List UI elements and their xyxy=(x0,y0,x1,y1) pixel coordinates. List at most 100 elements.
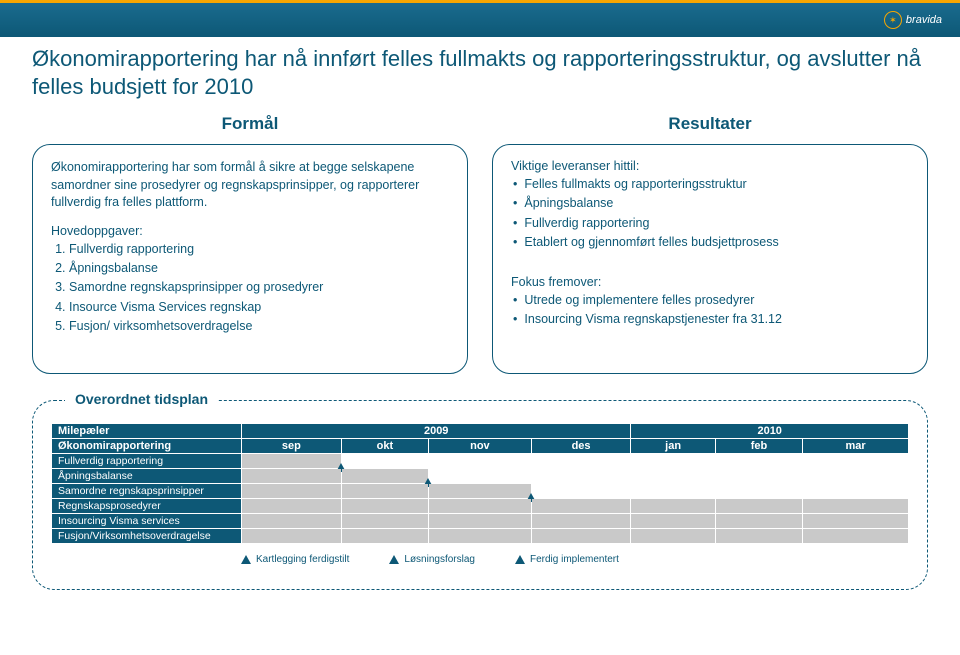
gantt-row-label: Åpningsbalanse xyxy=(52,469,242,484)
gantt-cell xyxy=(429,514,532,529)
gantt-cell xyxy=(341,499,428,514)
delivered-list: Felles fullmakts og rapporteringsstruktu… xyxy=(511,175,909,253)
gantt-cell xyxy=(631,454,715,469)
gantt-month: sep xyxy=(242,439,342,454)
gantt-cell xyxy=(531,469,631,484)
gantt-cell xyxy=(715,529,802,544)
gantt-cell xyxy=(531,454,631,469)
gantt-row-label: Insourcing Visma services xyxy=(52,514,242,529)
page-title: Økonomirapportering har nå innført felle… xyxy=(32,45,928,100)
gantt-cell xyxy=(429,469,532,484)
gantt-month: feb xyxy=(715,439,802,454)
task-item: Samordne regnskapsprinsipper og prosedyr… xyxy=(69,278,449,297)
delivered-item: Felles fullmakts og rapporteringsstruktu… xyxy=(513,175,909,194)
gantt-cell xyxy=(803,484,909,499)
delivered-label: Viktige leveranser hittil: xyxy=(511,159,909,173)
gantt-header-left-sub: Økonomirapportering xyxy=(52,439,242,454)
gantt-month: okt xyxy=(341,439,428,454)
gantt-cell xyxy=(242,514,342,529)
gantt-cell xyxy=(242,484,342,499)
tasks-list: Fullverdig rapportering Åpningsbalanse S… xyxy=(51,240,449,337)
legend-label: Ferdig implementert xyxy=(530,554,619,565)
purpose-intro: Økonomirapportering har som formål å sik… xyxy=(51,159,449,212)
legend-label: Løsningsforslag xyxy=(404,554,475,565)
delivered-item: Etablert og gjennomført felles budsjettp… xyxy=(513,233,909,252)
gantt-cell xyxy=(631,499,715,514)
gantt-cell xyxy=(242,529,342,544)
focus-label: Fokus fremover: xyxy=(511,275,909,289)
gantt-cell xyxy=(803,499,909,514)
header-bar: ✶ bravida xyxy=(0,3,960,37)
task-item: Åpningsbalanse xyxy=(69,259,449,278)
legend-item: Løsningsforslag xyxy=(389,554,475,565)
delivered-item: Åpningsbalanse xyxy=(513,194,909,213)
delivered-item: Fullverdig rapportering xyxy=(513,214,909,233)
gantt-month: des xyxy=(531,439,631,454)
content-area: Økonomirapportering har nå innført felle… xyxy=(0,37,960,374)
gantt-year: 2010 xyxy=(631,424,909,439)
gantt-cell xyxy=(531,529,631,544)
triangle-icon xyxy=(241,555,251,564)
legend-item: Ferdig implementert xyxy=(515,554,619,565)
right-column: Resultater Viktige leveranser hittil: Fe… xyxy=(492,114,928,374)
gantt-cell xyxy=(803,469,909,484)
timeline-card: Overordnet tidsplan Milepæler20092010Øko… xyxy=(32,400,928,590)
gantt-cell xyxy=(531,514,631,529)
brand-name: bravida xyxy=(906,14,942,26)
gantt-row-label: Fullverdig rapportering xyxy=(52,454,242,469)
timeline-legend: Kartlegging ferdigstilt Løsningsforslag … xyxy=(51,554,909,565)
gantt-cell xyxy=(803,529,909,544)
left-column: Formål Økonomirapportering har som formå… xyxy=(32,114,468,374)
gantt-cell xyxy=(631,469,715,484)
right-heading: Resultater xyxy=(492,114,928,134)
gantt-cell xyxy=(715,454,802,469)
gantt-cell xyxy=(341,469,428,484)
gantt-cell xyxy=(715,514,802,529)
gantt-table: Milepæler20092010 Økonomirapporteringsepo… xyxy=(51,423,909,544)
task-item: Fullverdig rapportering xyxy=(69,240,449,259)
gantt-row-label: Regnskapsprosedyrer xyxy=(52,499,242,514)
gantt-cell xyxy=(631,484,715,499)
two-column-layout: Formål Økonomirapportering har som formå… xyxy=(32,114,928,374)
gantt-year: 2009 xyxy=(242,424,631,439)
gantt-cell xyxy=(341,454,428,469)
gantt-cell xyxy=(341,529,428,544)
gantt-cell xyxy=(803,454,909,469)
gantt-cell xyxy=(341,484,428,499)
gantt-header-left-top: Milepæler xyxy=(52,424,242,439)
gantt-cell xyxy=(631,529,715,544)
task-item: Fusjon/ virksomhetsoverdragelse xyxy=(69,317,449,336)
tasks-label: Hovedoppgaver: xyxy=(51,224,449,238)
gantt-cell xyxy=(715,499,802,514)
gantt-cell xyxy=(715,469,802,484)
gantt-cell xyxy=(429,499,532,514)
gantt-month: jan xyxy=(631,439,715,454)
gantt-cell xyxy=(242,469,342,484)
gantt-cell xyxy=(341,514,428,529)
left-heading: Formål xyxy=(32,114,468,134)
gantt-cell xyxy=(429,454,532,469)
timeline-inner: Milepæler20092010 Økonomirapporteringsepo… xyxy=(51,423,909,565)
legend-label: Kartlegging ferdigstilt xyxy=(256,554,349,565)
gantt-cell xyxy=(715,484,802,499)
purpose-card: Økonomirapportering har som formål å sik… xyxy=(32,144,468,374)
gantt-cell xyxy=(429,529,532,544)
gantt-cell xyxy=(631,514,715,529)
results-card: Viktige leveranser hittil: Felles fullma… xyxy=(492,144,928,374)
gantt-cell xyxy=(531,484,631,499)
gantt-row-label: Samordne regnskapsprinsipper xyxy=(52,484,242,499)
gantt-cell xyxy=(242,454,342,469)
focus-list: Utrede og implementere felles prosedyrer… xyxy=(511,291,909,330)
focus-item: Insourcing Visma regnskapstjenester fra … xyxy=(513,310,909,329)
brand-logo: ✶ bravida xyxy=(884,11,942,29)
timeline-title: Overordnet tidsplan xyxy=(65,391,218,407)
gantt-cell xyxy=(803,514,909,529)
task-item: Insource Visma Services regnskap xyxy=(69,298,449,317)
gantt-month: nov xyxy=(429,439,532,454)
focus-item: Utrede og implementere felles prosedyrer xyxy=(513,291,909,310)
gantt-cell xyxy=(242,499,342,514)
gantt-month: mar xyxy=(803,439,909,454)
triangle-icon xyxy=(515,555,525,564)
triangle-icon xyxy=(389,555,399,564)
gantt-cell xyxy=(531,499,631,514)
